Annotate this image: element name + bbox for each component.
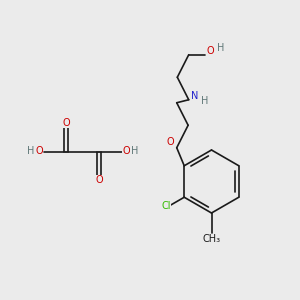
Text: O: O xyxy=(166,137,174,147)
Text: N: N xyxy=(191,91,198,101)
Text: CH₃: CH₃ xyxy=(202,234,220,244)
Text: O: O xyxy=(122,146,130,157)
Text: Cl: Cl xyxy=(161,201,171,211)
Text: O: O xyxy=(207,46,214,56)
Text: H: H xyxy=(27,146,34,157)
Text: O: O xyxy=(95,175,103,185)
Text: H: H xyxy=(201,96,208,106)
Text: O: O xyxy=(62,118,70,128)
Text: H: H xyxy=(131,146,138,157)
Text: O: O xyxy=(35,146,43,157)
Text: H: H xyxy=(217,43,224,53)
